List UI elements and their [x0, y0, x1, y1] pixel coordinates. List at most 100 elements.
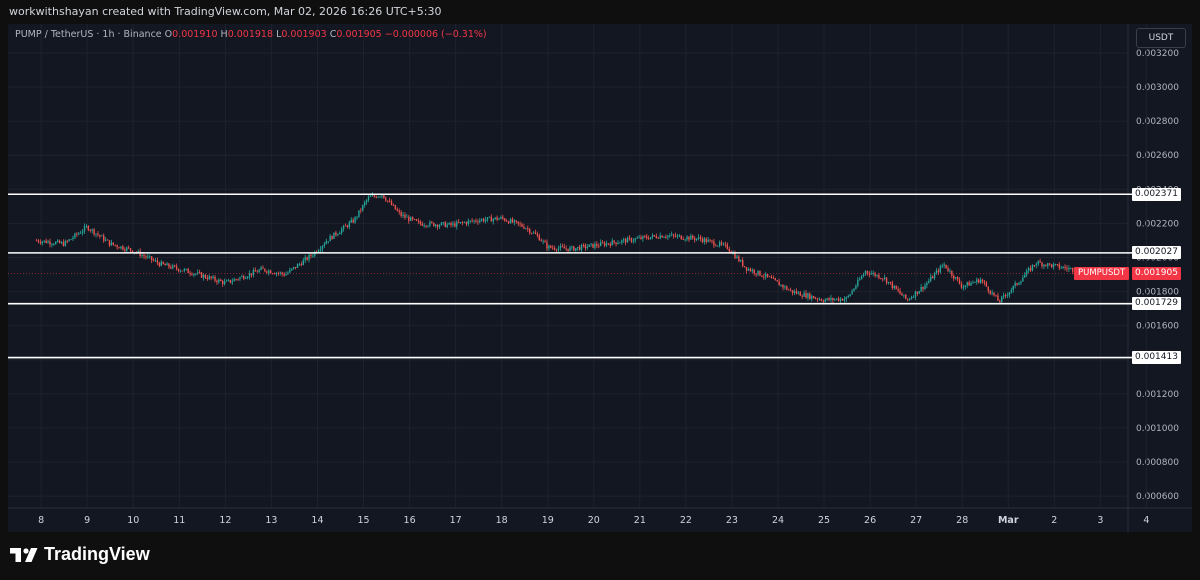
candle-body: [458, 221, 460, 223]
candle-body: [797, 292, 800, 294]
candle-body: [1006, 295, 1009, 296]
candle-body: [924, 285, 926, 289]
candle-body: [525, 228, 527, 230]
candle-body: [615, 242, 617, 245]
currency-button[interactable]: USDT: [1136, 28, 1186, 48]
chart-pane[interactable]: 0.0032000.0030000.0028000.0026000.002400…: [8, 24, 1192, 532]
level-tag-3[interactable]: 0.001729: [1132, 297, 1181, 311]
time-tick-label: 28: [956, 515, 968, 526]
candle-body: [101, 235, 103, 237]
candle-body: [492, 219, 494, 222]
candle-body: [511, 219, 514, 223]
level-tag-4[interactable]: 0.001413: [1132, 351, 1181, 365]
candle-body: [291, 268, 293, 270]
price-tick-label: 0.002800: [1136, 117, 1179, 127]
candle-body: [979, 279, 982, 283]
candle-body: [60, 242, 63, 244]
candle-body: [749, 268, 752, 272]
candle-body: [584, 244, 587, 249]
candle-body: [586, 246, 588, 249]
tradingview-logo-icon: [10, 547, 38, 562]
candle-body: [839, 298, 842, 301]
candle-body: [695, 238, 698, 240]
candle-body: [931, 276, 934, 279]
candle-body: [665, 237, 667, 238]
candle-body: [452, 223, 454, 226]
candle-body: [966, 282, 968, 286]
candle-body: [275, 273, 278, 275]
candle-body: [227, 279, 230, 281]
candle-body: [312, 255, 314, 257]
candle-body: [705, 238, 707, 243]
candle-body: [114, 244, 116, 246]
time-tick-label: 21: [634, 515, 646, 526]
candle-body: [908, 298, 911, 300]
candle-body: [563, 246, 565, 249]
candle-body: [765, 274, 767, 277]
candle-body: [947, 268, 949, 272]
candle-body: [513, 220, 516, 223]
candle-body: [375, 196, 377, 198]
candle-body: [360, 210, 362, 212]
candle-body: [95, 233, 97, 235]
candle-body: [425, 225, 427, 227]
candle-body: [864, 270, 867, 275]
candle-body: [703, 238, 706, 243]
level-tag-2[interactable]: 0.002027: [1132, 246, 1181, 260]
legend-symbol[interactable]: PUMP / TetherUS · 1h · Binance: [15, 29, 162, 40]
tradingview-logo[interactable]: TradingView: [10, 544, 150, 565]
candle-body: [348, 222, 351, 227]
level-tag-1[interactable]: 0.002371: [1132, 187, 1181, 201]
candle-body: [895, 285, 897, 290]
candle-body: [611, 240, 613, 246]
candle-body: [544, 240, 546, 243]
candle-body: [504, 218, 506, 221]
candle-body: [987, 286, 990, 291]
candle-body: [598, 245, 600, 247]
candle-body: [266, 271, 268, 273]
candle-body: [335, 232, 337, 236]
candle-body: [340, 229, 343, 233]
candle-body: [667, 235, 669, 238]
time-tick-label: 4: [1143, 515, 1149, 526]
candle-body: [527, 228, 529, 230]
candle-body: [160, 261, 162, 266]
candle-body: [434, 224, 437, 227]
candle-body: [718, 242, 721, 246]
candle-body: [1001, 296, 1003, 303]
candle-body: [358, 210, 360, 217]
candle-body: [162, 261, 164, 264]
candle-body: [521, 224, 523, 227]
candle-body: [419, 221, 422, 224]
candle-body: [571, 246, 573, 248]
candle-body: [241, 276, 243, 278]
candle-body: [427, 225, 429, 227]
candle-body: [191, 273, 193, 275]
candle-body: [505, 220, 508, 222]
candle-body: [826, 298, 828, 300]
candle-body: [398, 210, 400, 213]
time-tick-label: 8: [38, 515, 44, 526]
candle-body: [745, 266, 748, 271]
candle-body: [296, 264, 299, 268]
candle-body: [561, 245, 564, 247]
candle-body: [509, 219, 512, 224]
candle-body: [928, 280, 930, 284]
candle-body: [158, 262, 161, 266]
time-tick-label: 27: [910, 515, 922, 526]
candle-body: [221, 281, 224, 285]
candle-body: [317, 250, 320, 253]
candle-body: [552, 247, 554, 249]
candle-body: [269, 270, 272, 274]
price-chart[interactable]: 0.0032000.0030000.0028000.0026000.002400…: [8, 24, 1192, 532]
candle-body: [724, 243, 727, 245]
candle-body: [684, 239, 686, 241]
candle-body: [638, 237, 640, 239]
candle-body: [417, 220, 420, 222]
candle-body: [743, 266, 746, 267]
candle-body: [1058, 264, 1061, 269]
candle-body: [325, 241, 328, 245]
candle-body: [974, 281, 976, 283]
candle-body: [845, 296, 848, 299]
candle-body: [686, 236, 688, 240]
